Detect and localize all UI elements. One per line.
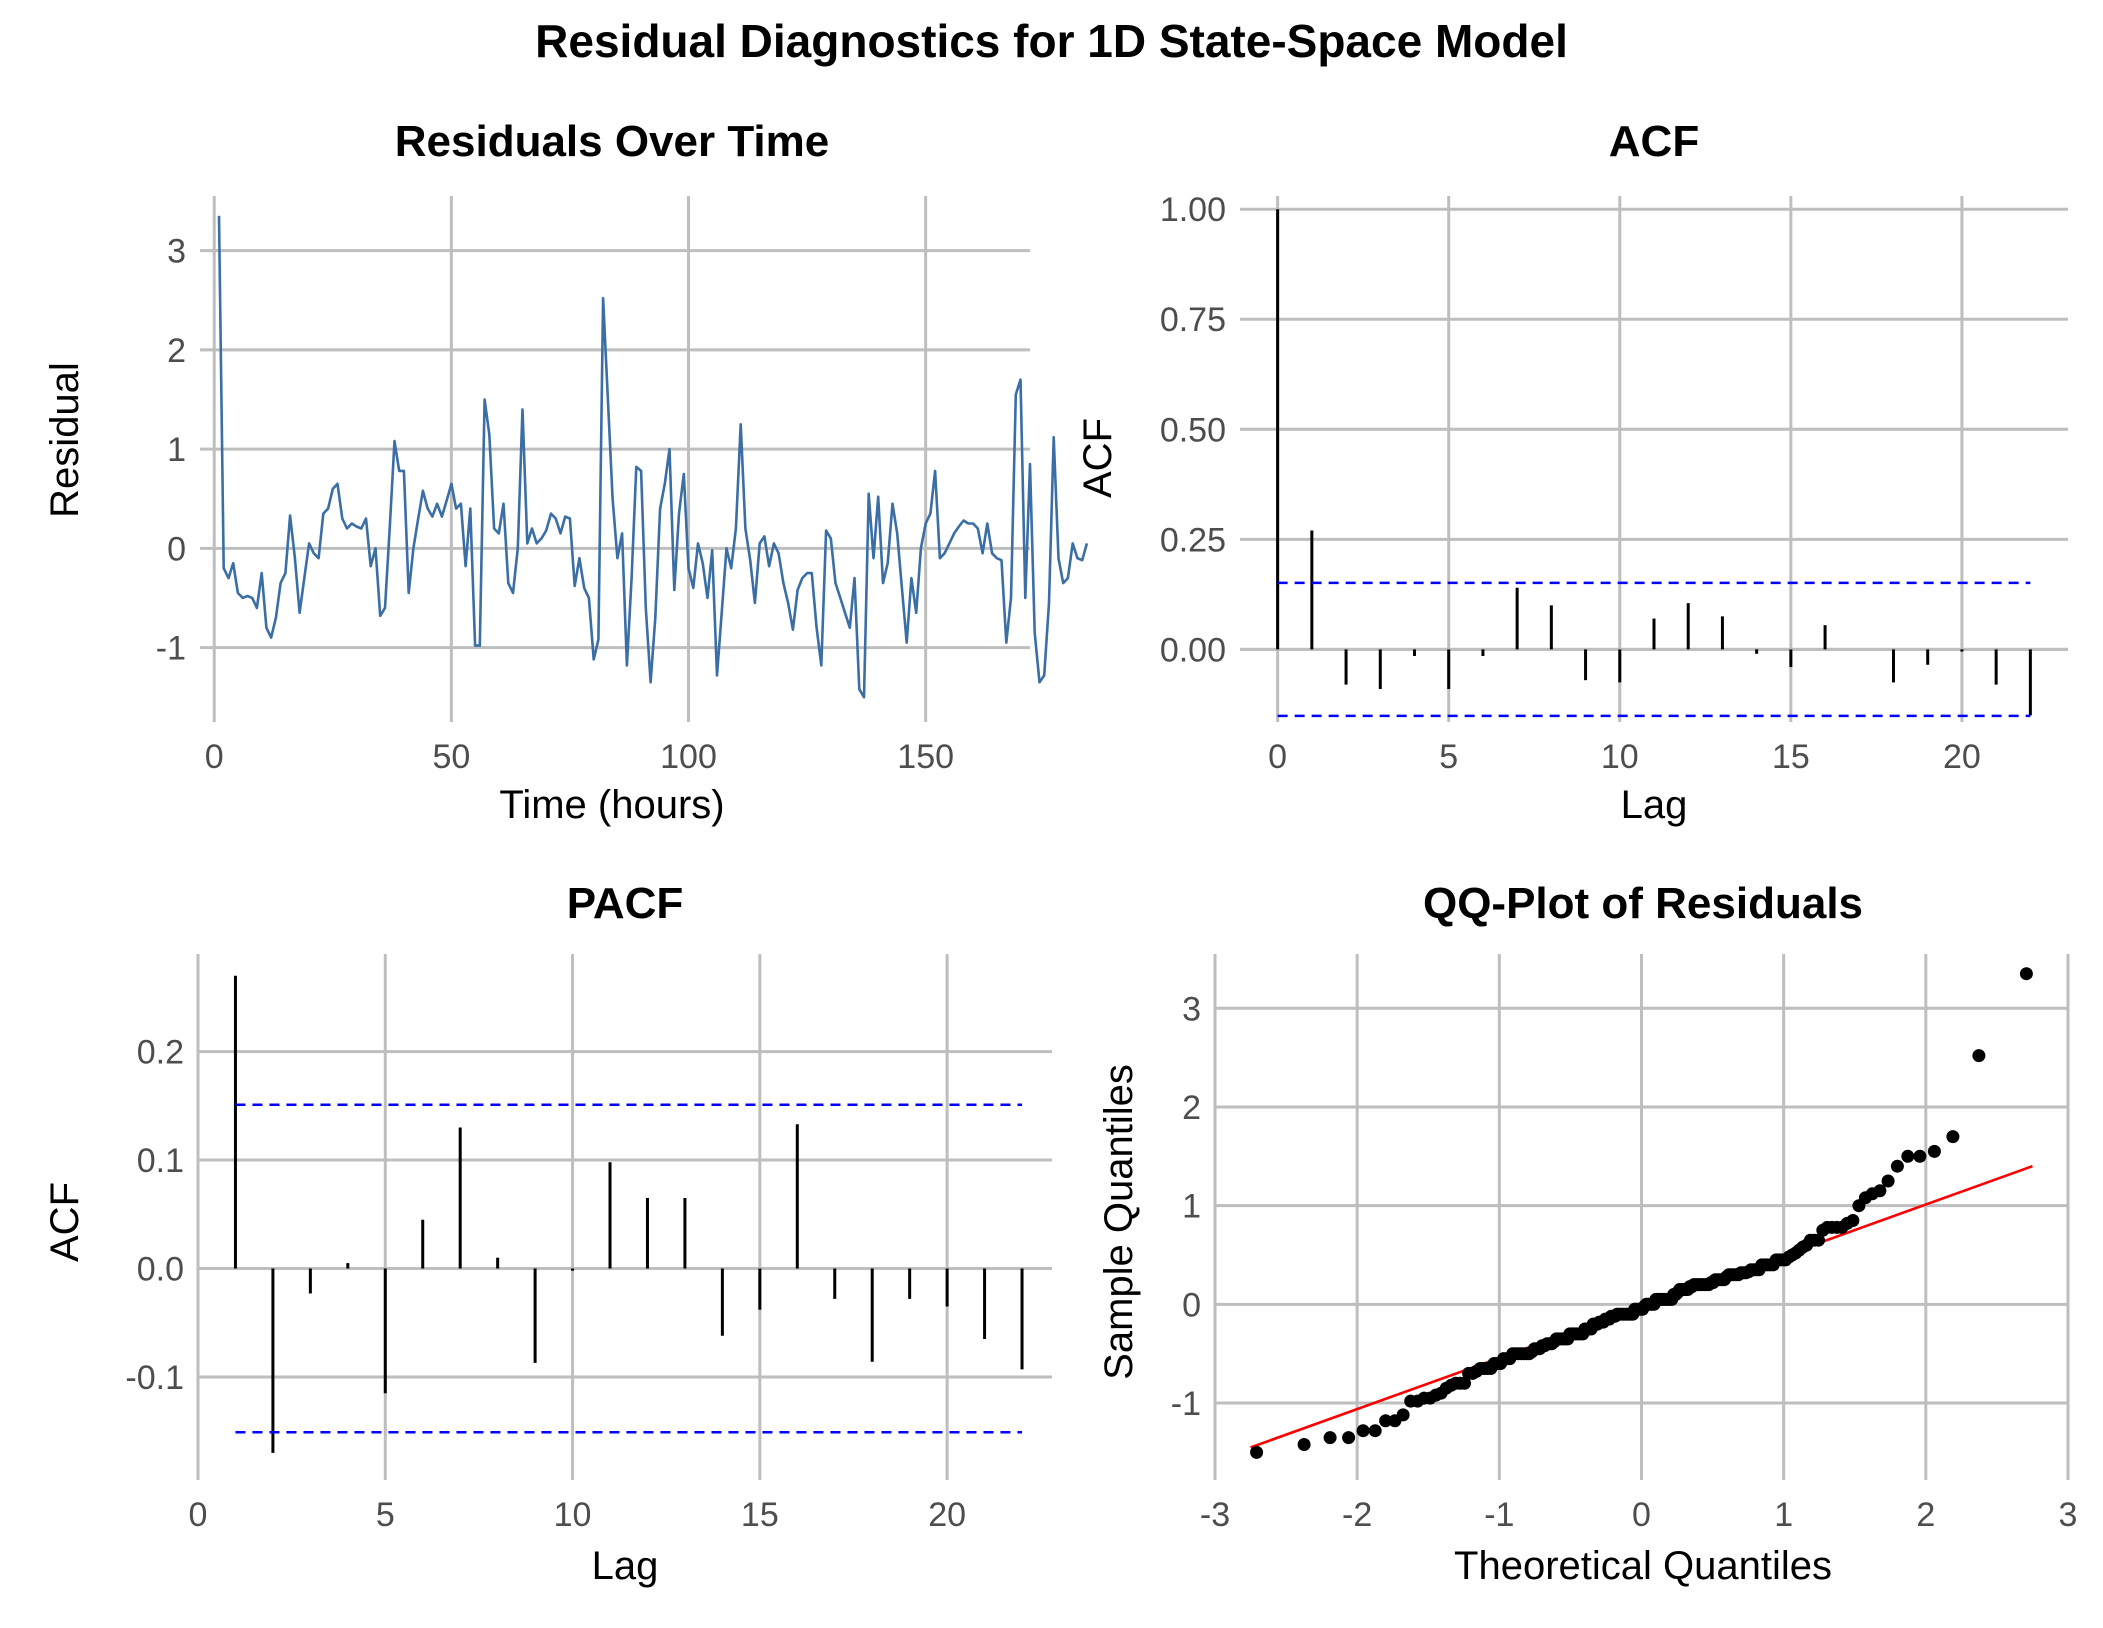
residuals-plot-area: 0 50 100 150 -1 0 1 2 3: [156, 196, 1089, 776]
x-tick-label: -3: [1200, 1496, 1230, 1534]
y-tick-label: 0.1: [137, 1142, 184, 1180]
x-tick-label: 0: [205, 738, 224, 776]
y-tick-label: 1: [167, 431, 186, 469]
qq-point: [1846, 1214, 1860, 1227]
qq-plot-area: -3 -2 -1 0 1 2 3 -1 0 1 2 3: [1171, 954, 2078, 1534]
panel-qq: QQ-Plot of Residuals Theoretical Quantil…: [1097, 879, 2077, 1588]
x-tick-label: 0: [1268, 738, 1287, 776]
qq-point: [1873, 1184, 1887, 1198]
panel-pacf: PACF Lag ACF 0 5 10 15 20 -0.1 0.0 0.1 0.2: [43, 879, 1052, 1588]
y-tick-label: 3: [167, 233, 186, 271]
qq-point: [1972, 1049, 1986, 1063]
residuals-title: Residuals Over Time: [395, 117, 830, 166]
residual-series-line: [217, 215, 1089, 699]
x-tick-label: 1: [1774, 1496, 1793, 1534]
qq-point: [1379, 1414, 1393, 1428]
y-tick-label: 0.00: [1160, 631, 1226, 669]
residuals-xlabel: Time (hours): [499, 783, 724, 827]
acf-title: ACF: [1609, 117, 1699, 166]
x-tick-label: 20: [928, 1496, 966, 1534]
x-tick-label: 5: [376, 1496, 395, 1534]
x-tick-label: 100: [660, 738, 717, 776]
panel-residuals: Residuals Over Time Time (hours) Residua…: [43, 117, 1089, 827]
qq-point: [1458, 1376, 1471, 1390]
qq-point: [1368, 1424, 1382, 1438]
y-tick-label: 1.00: [1160, 191, 1226, 229]
x-tick-label: 10: [554, 1496, 592, 1534]
qq-point: [2019, 967, 2033, 981]
qq-point: [1913, 1149, 1927, 1163]
acf-plot-area: 0 5 10 15 20 0.00 0.25 0.50 0.75 1.00: [1160, 191, 2068, 776]
x-tick-label: -1: [1484, 1496, 1514, 1534]
x-tick-label: 10: [1601, 738, 1639, 776]
y-tick-label: 0.0: [137, 1251, 184, 1289]
y-tick-label: 2: [167, 332, 186, 370]
y-tick-label: 0.75: [1160, 301, 1226, 339]
acf-xlabel: Lag: [1621, 783, 1688, 827]
x-tick-label: 3: [2059, 1496, 2078, 1534]
y-tick-label: -1: [1171, 1385, 1201, 1423]
x-tick-label: 20: [1943, 738, 1981, 776]
y-tick-label: -1: [156, 630, 186, 668]
pacf-title: PACF: [567, 879, 684, 928]
y-tick-label: 0.50: [1160, 411, 1226, 449]
x-tick-label: -2: [1342, 1496, 1372, 1534]
x-tick-label: 5: [1439, 738, 1458, 776]
pacf-xlabel: Lag: [592, 1544, 659, 1588]
x-tick-label: 15: [741, 1496, 779, 1534]
qq-xlabel: Theoretical Quantiles: [1454, 1544, 1832, 1588]
qq-ylabel: Sample Quantiles: [1097, 1064, 1141, 1380]
qq-point: [1356, 1424, 1370, 1438]
panel-acf: ACF Lag ACF 0 5 10 15 20 0.00 0.25 0.50 0.75 1.00: [1076, 117, 2068, 827]
acf-ylabel: ACF: [1076, 418, 1120, 498]
qq-title: QQ-Plot of Residuals: [1423, 879, 1863, 928]
main-title: Residual Diagnostics for 1D State-Space …: [535, 15, 1568, 67]
qq-point: [1250, 1445, 1264, 1459]
qq-point: [1812, 1233, 1825, 1247]
pacf-plot-area: 0 5 10 15 20 -0.1 0.0 0.1 0.2: [125, 954, 1052, 1534]
x-tick-label: 0: [1632, 1496, 1651, 1534]
qq-point: [1901, 1149, 1915, 1163]
qq-point: [1396, 1408, 1410, 1422]
pacf-ylabel: ACF: [43, 1182, 87, 1262]
y-tick-label: 2: [1182, 1089, 1201, 1127]
y-tick-label: 0.2: [137, 1034, 184, 1072]
qq-point: [1946, 1130, 1960, 1144]
x-tick-label: 50: [432, 738, 470, 776]
qq-point: [1323, 1431, 1337, 1445]
x-tick-label: 0: [189, 1496, 208, 1534]
qq-point: [1927, 1144, 1941, 1158]
qq-point: [1890, 1159, 1904, 1173]
qq-point: [1881, 1174, 1895, 1188]
y-tick-label: 0: [167, 530, 186, 568]
y-tick-label: 1: [1182, 1188, 1201, 1226]
residuals-ylabel: Residual: [43, 362, 87, 518]
x-tick-label: 15: [1772, 738, 1810, 776]
qq-point: [1342, 1431, 1356, 1445]
x-tick-label: 2: [1916, 1496, 1935, 1534]
qq-point: [1297, 1438, 1311, 1451]
y-tick-label: -0.1: [125, 1359, 184, 1397]
y-tick-label: 3: [1182, 990, 1201, 1028]
x-tick-label: 150: [897, 738, 954, 776]
y-tick-label: 0: [1182, 1286, 1201, 1324]
y-tick-label: 0.25: [1160, 521, 1226, 559]
